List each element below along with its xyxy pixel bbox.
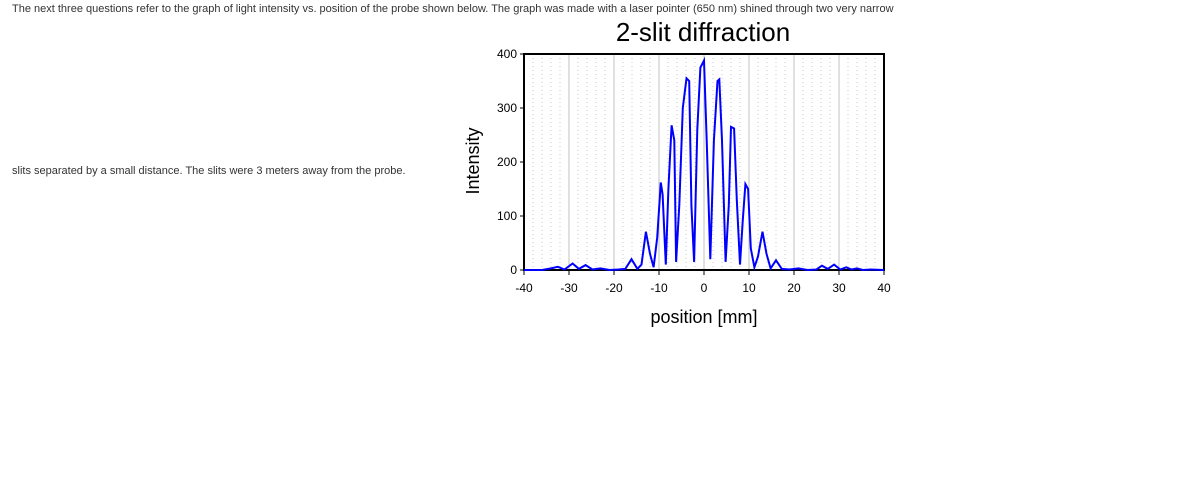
y-axis-label: Intensity xyxy=(463,127,483,194)
x-tick-label: 30 xyxy=(832,281,846,295)
gridlines xyxy=(532,54,876,270)
y-tick-label: 100 xyxy=(497,209,517,223)
y-tick-label: 200 xyxy=(497,155,517,169)
y-tick-label: 300 xyxy=(497,101,517,115)
x-tick-label: -40 xyxy=(515,281,533,295)
x-tick-label: -20 xyxy=(605,281,623,295)
axes xyxy=(520,53,885,275)
x-tick-label: -10 xyxy=(650,281,668,295)
intro-text-line-2: slits separated by a small distance. The… xyxy=(12,165,406,177)
x-tick-label: -30 xyxy=(560,281,578,295)
x-tick-label: 0 xyxy=(701,281,708,295)
chart-svg: 2-slit diffraction -40 -30 -20 -10 0 10 20 30 40… xyxy=(463,17,891,327)
intro-text-line-1: The next three questions refer to the gr… xyxy=(12,3,894,15)
chart-title: 2-slit diffraction xyxy=(616,17,790,47)
x-tick-label: 40 xyxy=(877,281,891,295)
intensity-line xyxy=(524,56,885,272)
x-tick-label: 10 xyxy=(742,281,756,295)
y-tick-label: 0 xyxy=(510,263,517,277)
x-tick-label: 20 xyxy=(787,281,801,295)
x-axis-label: position [mm] xyxy=(650,307,757,327)
y-tick-label: 400 xyxy=(497,47,517,61)
diffraction-chart: 2-slit diffraction -40 -30 -20 -10 0 10 20 30 40… xyxy=(455,14,905,334)
